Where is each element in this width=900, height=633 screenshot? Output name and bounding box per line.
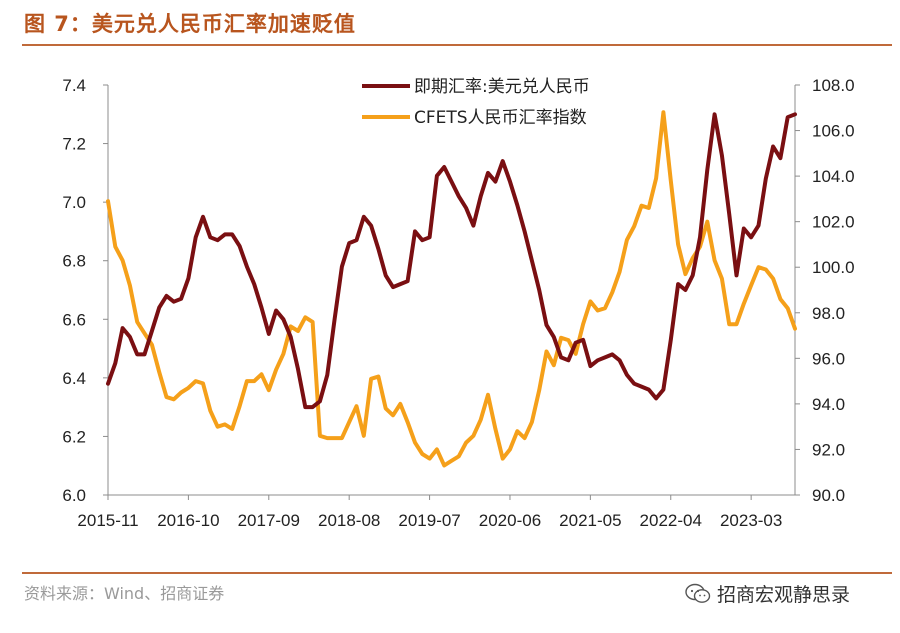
left-y-tick-label: 6.4: [62, 369, 86, 388]
brand-mark: 招商宏观静思录: [685, 580, 850, 607]
right-y-tick-label: 90.0: [812, 486, 845, 505]
wechat-icon: [685, 583, 711, 603]
x-tick-label: 2018-08: [318, 511, 380, 530]
source-note: 资料来源：Wind、招商证券: [24, 584, 225, 603]
chart-series-layer: [106, 110, 797, 468]
right-y-tick-label: 94.0: [812, 395, 845, 414]
right-y-tick-label: 100.0: [812, 258, 855, 277]
title-divider: [22, 44, 892, 46]
left-y-tick-label: 7.0: [62, 193, 86, 212]
x-tick-label: 2021-05: [559, 511, 621, 530]
series-line-cfets: [106, 110, 797, 468]
right-y-tick-label: 106.0: [812, 122, 855, 141]
x-tick-label: 2019-07: [398, 511, 460, 530]
figure-title: 图 7：美元兑人民币汇率加速贬值: [24, 12, 356, 36]
x-tick-label: 2022-04: [640, 511, 702, 530]
legend-label: 即期汇率:美元兑人民币: [414, 77, 590, 97]
x-tick-label: 2015-11: [77, 511, 138, 530]
left-y-tick-label: 7.4: [62, 76, 86, 95]
chart-canvas: 6.0 6.2 6.4 6.6 6.8 7.0 7.2 7.4 90.0 92.0 94.0 96.0…: [62, 76, 854, 530]
x-tick-label: 2023-03: [720, 511, 782, 530]
chart-axes: 6.0 6.2 6.4 6.6 6.8 7.0 7.2 7.4 90.0 92.0 94.0 96.0…: [62, 76, 854, 530]
series-line-usdcny: [106, 112, 797, 410]
right-y-tick-label: 92.0: [812, 440, 845, 459]
right-y-tick-label: 96.0: [812, 349, 845, 368]
left-y-tick-label: 7.2: [62, 135, 86, 154]
left-y-tick-label: 6.6: [62, 310, 86, 329]
right-y-tick-label: 104.0: [812, 167, 855, 186]
right-y-tick-label: 98.0: [812, 304, 845, 323]
x-tick-label: 2017-09: [238, 511, 300, 530]
chart-legend: 即期汇率:美元兑人民币 CFETS人民币汇率指数: [362, 77, 590, 128]
x-tick-label: 2020-06: [479, 511, 541, 530]
right-y-tick-label: 108.0: [812, 76, 855, 95]
left-y-tick-label: 6.0: [62, 486, 86, 505]
left-y-tick-label: 6.2: [62, 427, 86, 446]
legend-label: CFETS人民币汇率指数: [414, 108, 587, 128]
footer-divider: [22, 572, 892, 574]
brand-name: 招商宏观静思录: [717, 584, 851, 606]
x-tick-label: 2016-10: [157, 511, 219, 530]
right-y-tick-label: 102.0: [812, 213, 855, 232]
left-y-tick-label: 6.8: [62, 252, 86, 271]
